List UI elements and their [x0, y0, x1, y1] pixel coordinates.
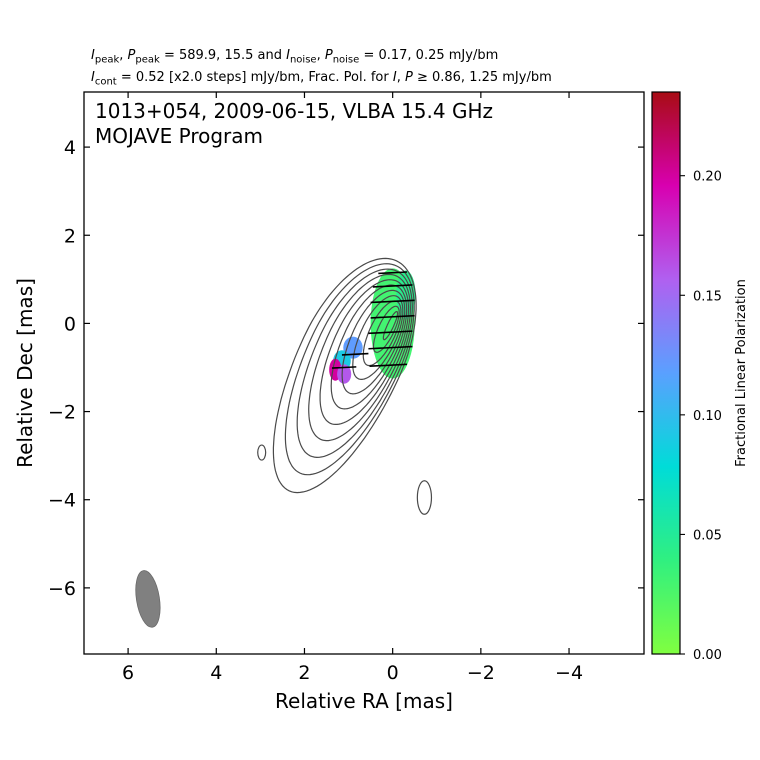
colorbar	[651, 91, 681, 655]
x-tick-label-1: 4	[210, 662, 222, 684]
axes: 6 4 2 0 −2 −4 4 2 0 −2 −4 −6	[48, 92, 644, 684]
colorbar-tick-label-4: 0.20	[693, 170, 722, 185]
chart-subtitle: MOJAVE Program	[95, 124, 264, 148]
evpa-vector-0	[378, 271, 408, 275]
header-line-contours: Icont = 0.52 [x2.0 steps] mJy/bm, Frac. …	[91, 70, 552, 88]
x-tick-label-3: 0	[387, 662, 399, 684]
evpa-vector-8	[331, 366, 357, 369]
plot-frame	[83, 91, 645, 655]
colorbar-label: Fractional Linear Polarization	[734, 279, 749, 467]
intensity-contour-8	[362, 300, 402, 367]
x-axis-label: Relative RA [mas]	[275, 689, 453, 713]
x-tick-label-2: 2	[298, 662, 310, 684]
isolated-contour-0	[257, 444, 267, 461]
intensity-contour-6	[341, 289, 406, 395]
intensity-contour-1	[284, 263, 415, 476]
y-tick-label-0: 4	[64, 137, 76, 159]
colorbar-tick-label-0: 0.00	[693, 648, 722, 663]
intensity-contour-10	[382, 311, 399, 341]
evpa-vector-1	[372, 284, 413, 288]
isolated-contour-1	[416, 480, 433, 515]
colorbar-tick-label-2: 0.10	[693, 409, 722, 424]
y-tick-label-1: 2	[64, 225, 76, 247]
polarization-patch-2	[343, 336, 363, 359]
colorbar-tick-label-1: 0.05	[693, 528, 722, 543]
beam-ellipse	[135, 570, 161, 628]
y-tick-label-3: −2	[48, 402, 76, 424]
evpa-vector-5	[368, 345, 413, 350]
y-tick-label-4: −4	[48, 490, 76, 512]
intensity-contour-7	[352, 295, 404, 380]
y-tick-label-5: −6	[48, 578, 76, 600]
evpa-vector-3	[370, 314, 415, 319]
evpa-vector-4	[368, 330, 413, 335]
chart-title: 1013+054, 2009-06-15, VLBA 15.4 GHz	[95, 99, 493, 123]
plot-area	[135, 257, 433, 628]
evpa-vector-6	[369, 363, 408, 368]
intensity-contour-0	[272, 257, 417, 494]
evpa-vector-7	[341, 352, 369, 356]
polarization-patch-5	[337, 364, 352, 384]
header-line-peak: Ipeak, Ppeak = 589.9, 15.5 and Inoise, P…	[91, 48, 499, 66]
y-tick-label-2: 0	[64, 313, 76, 335]
x-tick-label-0: 6	[122, 662, 134, 684]
colorbar-tick-label-3: 0.15	[693, 289, 722, 304]
x-tick-label-5: −4	[555, 662, 583, 684]
x-tick-label-4: −2	[467, 662, 495, 684]
y-axis-label: Relative Dec [mas]	[13, 278, 37, 468]
intensity-contour-5	[330, 284, 408, 410]
colorbar-axis: 0.00 0.05 0.10 0.15 0.20	[680, 170, 722, 663]
intensity-contour-4	[319, 279, 410, 425]
intensity-contour-2	[296, 268, 413, 459]
evpa-vector-2	[370, 299, 415, 304]
